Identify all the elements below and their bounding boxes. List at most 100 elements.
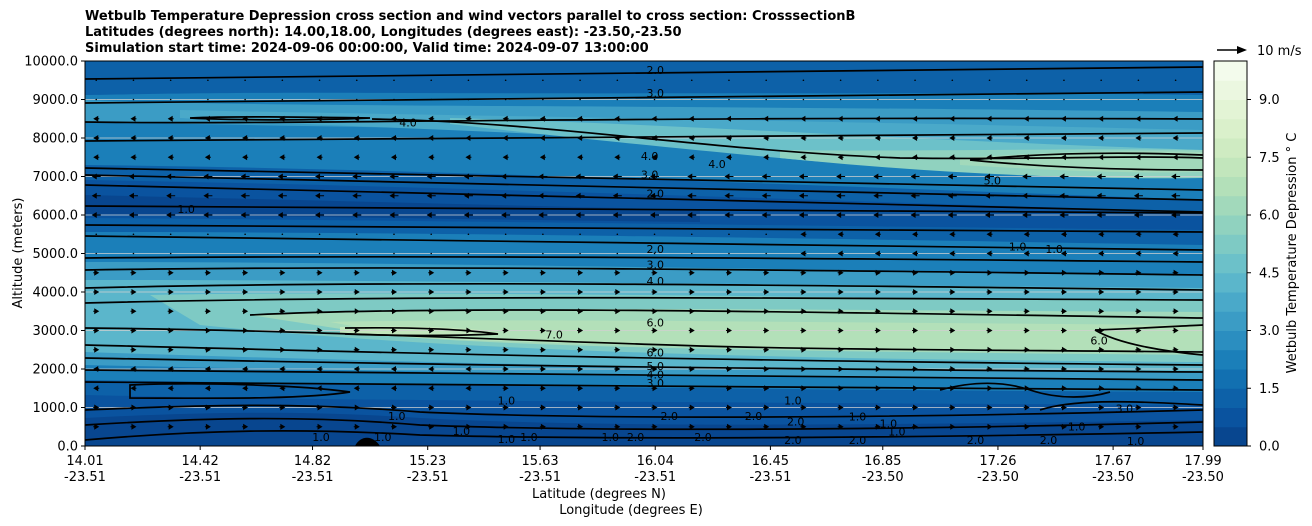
wind-vector [653,79,656,82]
x-axis-label-lat: Latitude (degrees N) [532,487,666,502]
wind-vector [912,154,919,161]
colorbar-swatch [1214,292,1247,312]
wind-vector [95,233,98,236]
wind-vector [1135,423,1142,430]
colorbar-swatch [1214,176,1247,197]
wind-vector [315,173,325,180]
wind-vector [502,404,509,411]
wind-vector [874,366,881,372]
wind-vector [688,423,695,430]
wind-vector [204,115,211,122]
wind-vector [765,252,767,255]
wind-vector [577,385,584,392]
contour-label: 2.0 [1040,434,1058,447]
wind-vector [1022,212,1032,218]
wind-vector [279,404,286,411]
wind-vector [986,366,993,372]
wind-vector [577,327,584,334]
contour-label: 1.0 [1068,420,1086,433]
wind-vector [800,346,807,353]
wind-vector [802,98,805,101]
wind-vector [690,252,693,255]
wind-vector [724,212,734,218]
x-tick-label-lat: 14.01 [66,454,103,469]
wind-vector [986,385,993,392]
wind-vector [761,192,771,199]
wind-vector [130,289,137,295]
wind-vector [316,346,323,353]
wind-vector [318,98,321,101]
wind-vector [616,252,619,255]
contour-label: 3.0 [646,377,664,390]
wind-vector [798,173,808,180]
wind-vector [1172,289,1179,295]
colorbar-swatch [1214,118,1247,139]
wind-vector [1135,385,1142,392]
wind-vector [800,308,807,315]
wind-vector [1098,154,1105,161]
wind-vector [577,366,584,372]
wind-vector [1060,385,1067,392]
wind-vector [1023,154,1030,161]
x-tick-label-lon: -23.50 [862,470,904,485]
wind-vector [130,346,137,353]
contour-label: 2.0 [646,187,664,200]
colorbar-swatch [1214,407,1247,428]
wind-vector [389,173,399,180]
wind-vector [725,308,732,315]
wind-vector [912,423,919,430]
wind-vector [1059,212,1069,218]
wind-vector [204,289,211,295]
wind-vector [244,79,246,82]
wind-vector [1022,173,1032,180]
wind-vector [132,252,135,255]
contour-label: 4.0 [708,158,726,171]
wind-vector [877,98,879,101]
wind-vector [130,154,137,161]
wind-vector [614,327,621,334]
wind-vector [914,79,916,82]
wind-vector [614,154,621,161]
wind-vector [728,79,730,82]
wind-vector [949,269,956,276]
wind-vector [575,173,585,180]
wind-vector [352,192,362,199]
wind-vector [837,115,844,122]
wind-vector [985,173,995,180]
wind-vector [728,98,730,101]
wind-vector [725,269,732,276]
wind-vector [318,79,321,82]
colorbar-tick-label: 9.0 [1259,93,1280,108]
wind-vector [390,423,397,430]
wind-vector [763,289,770,295]
contour-label: 2.0 [627,431,645,444]
wind-vector [204,327,211,334]
contour-label: 2.0 [967,434,985,447]
wind-vector [467,79,470,82]
contour-label: 2.0 [849,434,867,447]
wind-vector [538,192,548,199]
wind-vector [1137,79,1140,82]
wind-vector [837,385,844,392]
wind-vector [1172,308,1179,315]
contour-label: 6.0 [1090,335,1108,348]
wind-vector [988,98,991,101]
colorbar-swatch [1214,272,1247,293]
wind-vector [1098,327,1105,334]
wind-vector [688,346,695,353]
wind-vector [910,192,920,199]
wind-vector [204,308,211,315]
x-tick-label-lon: -23.51 [64,470,106,485]
wind-vector [951,98,954,101]
wind-vector [542,79,544,82]
wind-vector [203,173,213,180]
wind-vector [465,135,472,141]
wind-vector [912,269,919,276]
wind-vector [95,79,98,82]
wind-vector [614,115,621,122]
wind-vector [318,252,321,255]
wind-vector [912,289,919,295]
colorbar-tick-label: 3.0 [1259,324,1280,339]
wind-vector [912,250,919,257]
wind-vector [949,346,956,353]
